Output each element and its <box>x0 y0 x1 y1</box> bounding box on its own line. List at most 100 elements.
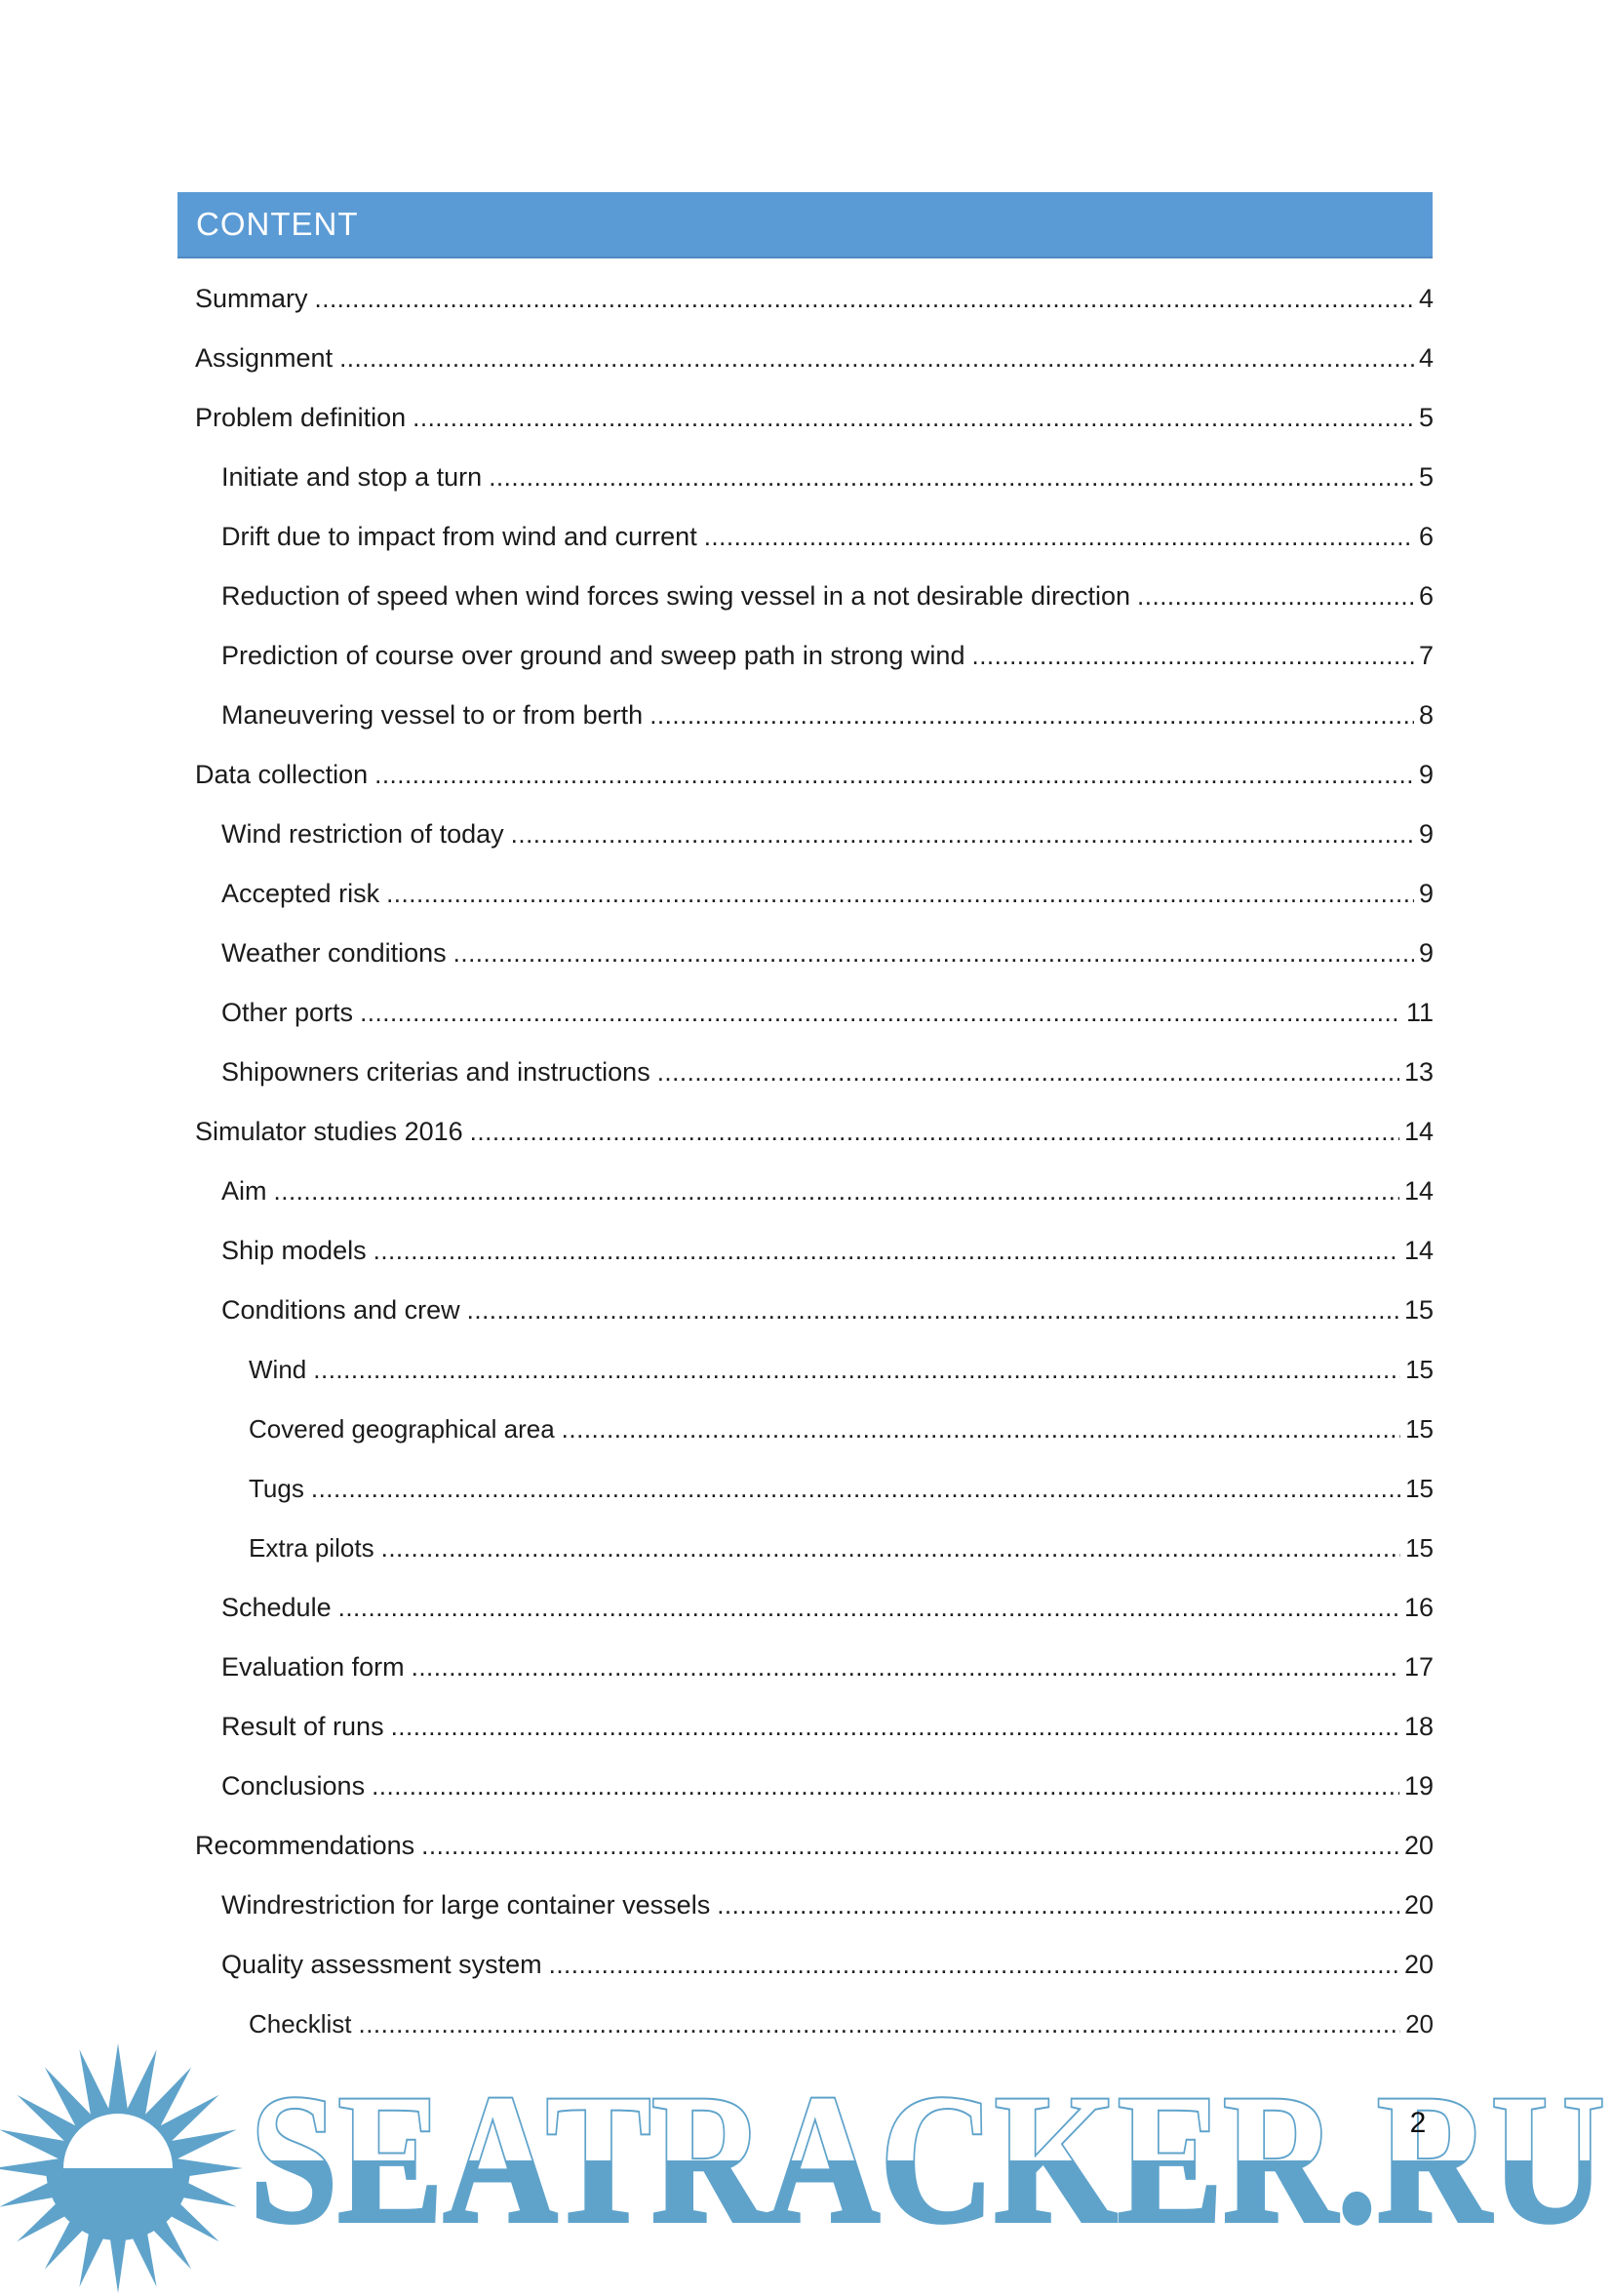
toc-entry-page: 20 <box>1405 2009 1434 2039</box>
toc-entry-page: 5 <box>1418 403 1434 432</box>
toc-entry-label: Evaluation form <box>221 1652 405 1682</box>
toc-entry-page: 18 <box>1403 1712 1434 1741</box>
toc-leader-dots: ........................................… <box>374 760 1414 789</box>
toc-entry-label: Aim <box>221 1176 267 1206</box>
toc-entry[interactable]: Wind restriction of today ..............… <box>195 805 1434 864</box>
toc-entry-label: Other ports <box>221 998 354 1027</box>
toc-entry-page: 15 <box>1405 1414 1434 1444</box>
toc-leader-dots: ........................................… <box>510 819 1414 849</box>
toc-entry-label: Reduction of speed when wind forces swin… <box>221 581 1131 611</box>
content-header-title: CONTENT <box>196 206 359 242</box>
toc-entry-page: 5 <box>1418 462 1434 492</box>
toc-entry[interactable]: Evaluation form ........................… <box>195 1638 1434 1697</box>
toc-entry-label: Maneuvering vessel to or from berth <box>221 700 644 730</box>
toc-leader-dots: ........................................… <box>703 522 1414 551</box>
toc-leader-dots: ........................................… <box>273 1176 1399 1206</box>
toc-entry-label: Weather conditions <box>221 938 447 968</box>
toc-entry[interactable]: Wind ...................................… <box>195 1340 1434 1400</box>
toc-entry-page: 15 <box>1405 1355 1434 1384</box>
toc-leader-dots: ........................................… <box>411 1652 1399 1682</box>
toc-entry-label: Quality assessment system <box>221 1950 542 1979</box>
toc-entry-page: 14 <box>1403 1236 1434 1265</box>
toc-entry[interactable]: Recommendations ........................… <box>195 1816 1434 1876</box>
toc-entry[interactable]: Ship models ............................… <box>195 1221 1434 1281</box>
toc-entry-label: Result of runs <box>221 1712 384 1741</box>
toc-entry-page: 14 <box>1403 1117 1434 1146</box>
toc-entry[interactable]: Shipowners criterias and instructions ..… <box>195 1043 1434 1102</box>
toc-entry-label: Extra pilots <box>249 1533 374 1563</box>
seatracker-wordmark: SEATRACKER.RU <box>248 2068 1607 2263</box>
toc-entry[interactable]: Tugs ...................................… <box>195 1459 1434 1519</box>
toc-entry-page: 4 <box>1418 284 1434 313</box>
toc-entry-page: 20 <box>1403 1890 1434 1920</box>
toc-entry[interactable]: Initiate and stop a turn ...............… <box>195 448 1434 507</box>
toc-entry[interactable]: Conditions and crew ....................… <box>195 1281 1434 1340</box>
content-header-bar: CONTENT <box>177 192 1433 258</box>
toc-entry[interactable]: Assignment .............................… <box>195 329 1434 388</box>
toc-entry[interactable]: Data collection ........................… <box>195 745 1434 805</box>
toc-entry[interactable]: Accepted risk ..........................… <box>195 864 1434 924</box>
toc-entry-label: Drift due to impact from wind and curren… <box>221 522 697 551</box>
toc-entry-label: Data collection <box>195 760 369 789</box>
page-number: 2 <box>1409 2107 1427 2139</box>
toc-entry-label: Prediction of course over ground and swe… <box>221 641 965 670</box>
toc-entry[interactable]: Quality assessment system ..............… <box>195 1935 1434 1995</box>
toc-leader-dots: ........................................… <box>380 1533 1401 1563</box>
toc-entry-label: Summary <box>195 284 308 313</box>
toc-entry-label: Problem definition <box>195 403 407 432</box>
toc-entry[interactable]: Prediction of course over ground and swe… <box>195 626 1434 686</box>
toc-leader-dots: ........................................… <box>314 284 1414 313</box>
toc-entry[interactable]: Weather conditions .....................… <box>195 924 1434 983</box>
toc-entry-label: Windrestriction for large container vess… <box>221 1890 711 1920</box>
toc-entry[interactable]: Reduction of speed when wind forces swin… <box>195 567 1434 626</box>
toc-entry-label: Ship models <box>221 1236 367 1265</box>
toc-entry-page: 20 <box>1403 1831 1434 1860</box>
toc-entry-label: Conclusions <box>221 1771 366 1801</box>
toc-leader-dots: ........................................… <box>1137 581 1414 611</box>
toc-entry[interactable]: Maneuvering vessel to or from berth ....… <box>195 686 1434 745</box>
toc-leader-dots: ........................................… <box>971 641 1414 670</box>
toc-entry[interactable]: Result of runs .........................… <box>195 1697 1434 1757</box>
toc-entry-page: 8 <box>1418 700 1434 730</box>
toc-entry[interactable]: Problem definition .....................… <box>195 388 1434 448</box>
toc-entry[interactable]: Conclusions ............................… <box>195 1757 1434 1816</box>
toc-entry[interactable]: Schedule ...............................… <box>195 1578 1434 1638</box>
toc-entry[interactable]: Extra pilots ...........................… <box>195 1519 1434 1578</box>
toc-leader-dots: ........................................… <box>561 1414 1401 1444</box>
toc-entry-page: 17 <box>1403 1652 1434 1682</box>
toc-leader-dots: ........................................… <box>372 1771 1399 1801</box>
toc-entry-page: 9 <box>1418 819 1434 849</box>
toc-entry-label: Initiate and stop a turn <box>221 462 483 492</box>
toc-leader-dots: ........................................… <box>489 462 1414 492</box>
toc-leader-dots: ........................................… <box>373 1236 1399 1265</box>
toc-leader-dots: ........................................… <box>421 1831 1399 1860</box>
toc-entry[interactable]: Checklist ..............................… <box>195 1995 1434 2054</box>
toc-entry[interactable]: Summary ................................… <box>195 269 1434 329</box>
toc-entry-page: 7 <box>1418 641 1434 670</box>
toc-entry-page: 13 <box>1403 1057 1434 1087</box>
toc-entry-page: 15 <box>1405 1533 1434 1563</box>
seatracker-sun-icon <box>0 2043 243 2293</box>
toc-entry[interactable]: Other ports ............................… <box>195 983 1434 1043</box>
toc-entry[interactable]: Windrestriction for large container vess… <box>195 1876 1434 1935</box>
toc-entry[interactable]: Simulator studies 2016 .................… <box>195 1102 1434 1162</box>
toc-leader-dots: ........................................… <box>452 938 1414 968</box>
toc-entry-label: Schedule <box>221 1593 332 1622</box>
toc-entry-label: Wind restriction of today <box>221 819 504 849</box>
toc-entry-page: 16 <box>1403 1593 1434 1622</box>
toc-leader-dots: ........................................… <box>717 1890 1399 1920</box>
toc-leader-dots: ........................................… <box>466 1295 1399 1325</box>
toc-leader-dots: ........................................… <box>358 2009 1401 2039</box>
toc-entry[interactable]: Covered geographical area ..............… <box>195 1400 1434 1459</box>
table-of-contents: Summary ................................… <box>195 269 1434 2054</box>
toc-entry-label: Tugs <box>249 1474 304 1503</box>
toc-entry[interactable]: Aim ....................................… <box>195 1162 1434 1221</box>
toc-leader-dots: ........................................… <box>310 1474 1401 1503</box>
toc-leader-dots: ........................................… <box>413 403 1414 432</box>
toc-entry[interactable]: Drift due to impact from wind and curren… <box>195 507 1434 567</box>
toc-leader-dots: ........................................… <box>548 1950 1399 1979</box>
sun-white-dome <box>63 2114 173 2168</box>
toc-entry-page: 4 <box>1418 343 1434 373</box>
toc-leader-dots: ........................................… <box>360 998 1401 1027</box>
